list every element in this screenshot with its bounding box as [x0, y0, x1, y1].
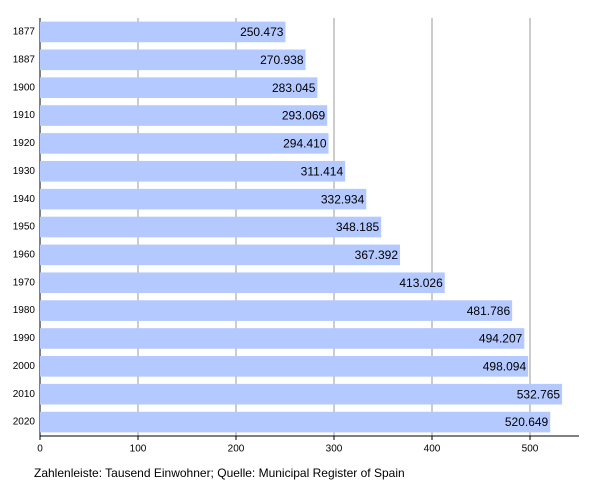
x-tick-label: 500 [522, 444, 539, 455]
y-tick-label: 1930 [13, 166, 36, 177]
y-tick-label: 2000 [13, 361, 36, 372]
y-tick-label: 2010 [13, 389, 36, 400]
bar [40, 77, 318, 98]
value-label: 367.392 [355, 248, 399, 262]
bar [40, 244, 401, 266]
y-tick-label: 1920 [13, 138, 36, 149]
bar [40, 272, 445, 294]
value-label: 413.026 [399, 276, 443, 290]
value-label: 283.045 [272, 81, 316, 95]
value-label: 532.765 [517, 387, 561, 401]
y-tick-label: 1877 [13, 27, 36, 38]
value-label: 332.934 [321, 192, 365, 206]
x-tick-label: 400 [424, 444, 441, 455]
value-label: 270.938 [260, 53, 304, 67]
value-label: 294.410 [283, 137, 327, 151]
y-tick-label: 1960 [13, 250, 36, 261]
bar [40, 356, 529, 377]
value-label: 498.094 [483, 360, 527, 374]
y-tick-label: 1980 [13, 305, 36, 316]
y-tick-label: 1970 [13, 277, 36, 288]
caption: Zahlenleiste: Tausend Einwohner; Quelle:… [34, 466, 405, 480]
x-tick-label: 300 [326, 444, 343, 455]
value-label: 348.185 [336, 220, 380, 234]
y-tick-label: 1940 [13, 194, 36, 205]
value-label: 520.649 [505, 415, 549, 429]
bar [40, 216, 382, 238]
bar [40, 133, 329, 154]
bar [40, 328, 525, 349]
x-tick-label: 0 [37, 444, 43, 455]
y-tick-label: 1990 [13, 333, 36, 344]
y-tick-label: 1910 [13, 110, 36, 121]
bar [40, 383, 563, 405]
value-label: 481.786 [467, 304, 511, 318]
bar [40, 411, 551, 433]
bar [40, 21, 286, 43]
bar [40, 160, 346, 182]
value-label: 293.069 [282, 109, 326, 123]
y-tick-label: 1950 [13, 222, 36, 233]
bar [40, 188, 367, 210]
x-tick-label: 200 [228, 444, 245, 455]
value-label: 311.414 [301, 164, 344, 178]
bar [40, 105, 328, 126]
bar [40, 300, 513, 321]
y-tick-label: 2020 [13, 417, 36, 428]
bar [40, 49, 306, 71]
value-label: 250.473 [240, 25, 284, 39]
y-tick-label: 1900 [13, 82, 36, 93]
value-label: 494.207 [479, 332, 523, 346]
y-tick-label: 1887 [13, 54, 36, 65]
x-tick-label: 100 [130, 444, 147, 455]
